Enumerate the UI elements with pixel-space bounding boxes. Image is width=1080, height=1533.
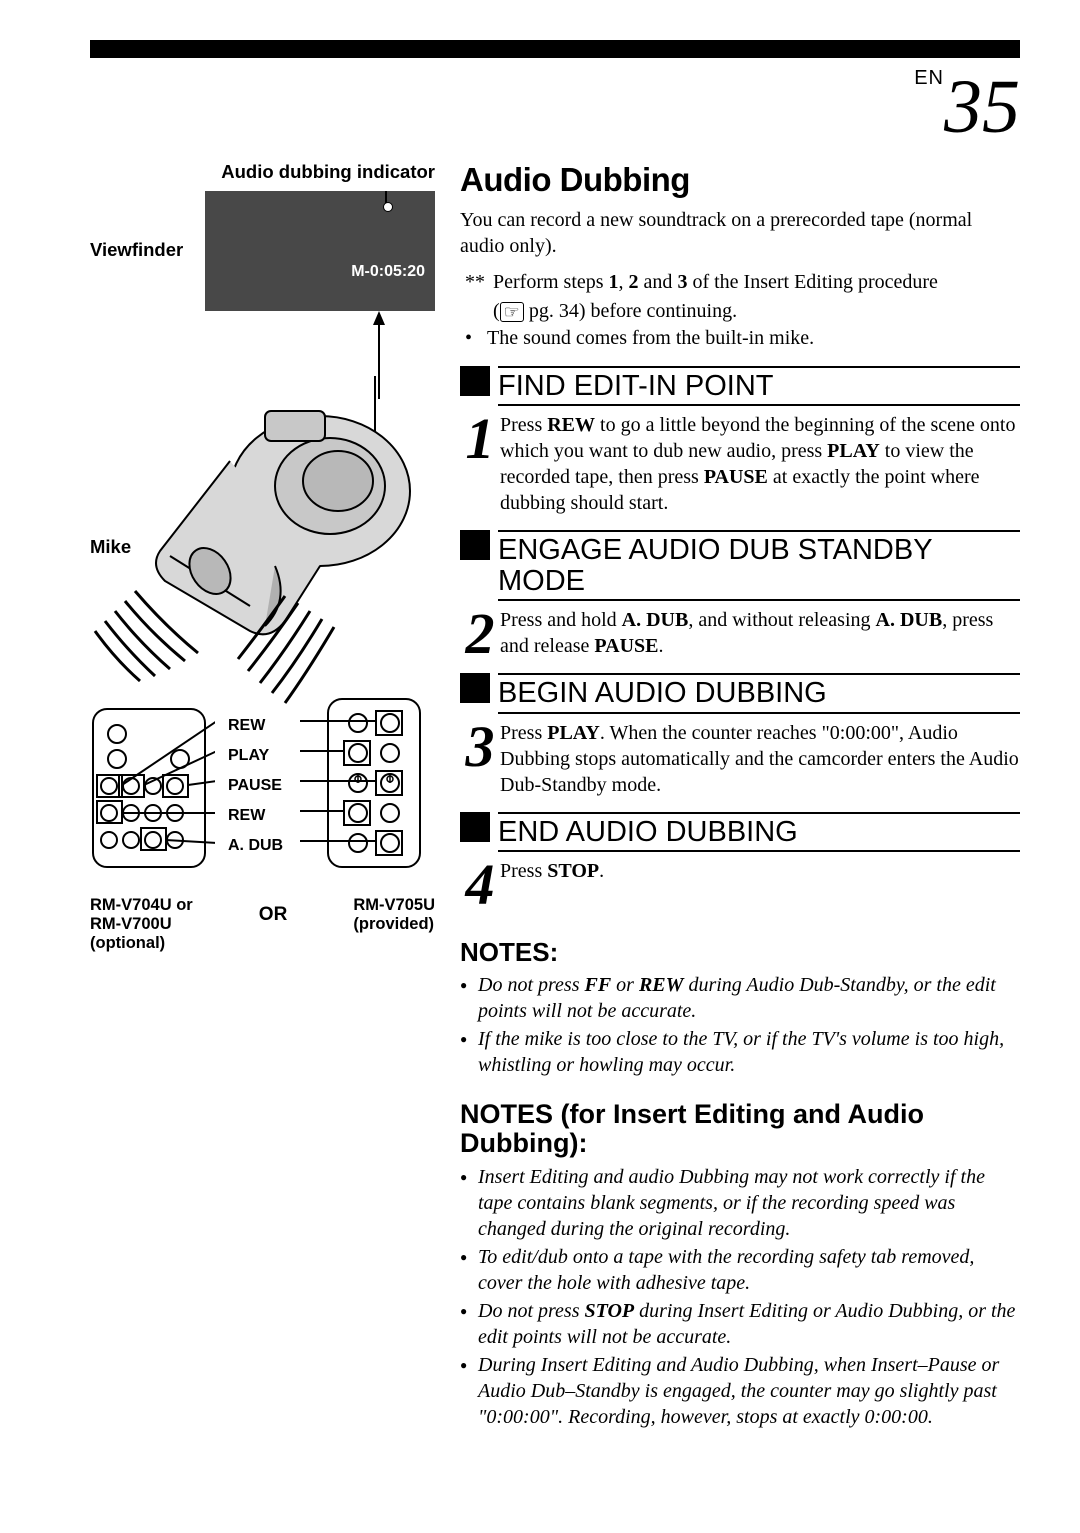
remote-right-model: RM-V705U: [353, 896, 435, 915]
step-text: Press and hold A. DUB, and without relea…: [500, 605, 1020, 659]
note-item: ●Insert Editing and audio Dubbing may no…: [460, 1164, 1020, 1242]
note-item: ●During Insert Editing and Audio Dubbing…: [460, 1352, 1020, 1430]
viewfinder-counter: M-0:05:20: [351, 263, 425, 281]
notes-title: NOTES:: [460, 937, 1020, 968]
remote-left-model1: RM-V704U or: [90, 896, 193, 915]
viewfinder-label: Viewfinder: [90, 239, 183, 261]
step-number: 3: [460, 724, 500, 798]
label-play: PLAY: [228, 741, 283, 771]
remote-left-note: (optional): [90, 934, 193, 953]
pre-steps: **Perform steps 1, 2 and 3 of the Insert…: [460, 269, 1020, 352]
remote-area: REW PLAY PAUSE REW A. DUB: [90, 701, 435, 891]
remote-button-labels: REW PLAY PAUSE REW A. DUB: [228, 711, 283, 861]
step-heading: BEGIN AUDIO DUBBING: [498, 678, 1020, 708]
page-ref-icon: ☞: [500, 302, 524, 322]
notes-list: ●Do not press FF or REW during Audio Dub…: [460, 972, 1020, 1078]
step-text: Press STOP.: [500, 856, 604, 908]
remote-left-model2: RM-V700U: [90, 915, 193, 934]
step-block: ENGAGE AUDIO DUB STANDBY MODE 2Press and …: [460, 530, 1020, 659]
step-number: 1: [460, 416, 500, 516]
page-number: 35: [944, 65, 1020, 149]
step-number: 4: [460, 862, 500, 908]
note-item: ●Do not press STOP during Insert Editing…: [460, 1298, 1020, 1350]
note-item: ●To edit/dub onto a tape with the record…: [460, 1244, 1020, 1296]
step-block: FIND EDIT-IN POINT 1Press REW to go a lit…: [460, 366, 1020, 516]
notes2-list: ●Insert Editing and audio Dubbing may no…: [460, 1164, 1020, 1430]
indicator-label: Audio dubbing indicator: [90, 161, 435, 183]
step-heading: FIND EDIT-IN POINT: [498, 371, 1020, 401]
remote-right-icon: [300, 691, 430, 876]
label-adub: A. DUB: [228, 831, 283, 861]
page-header: EN35: [90, 64, 1020, 151]
diagram-column: Audio dubbing indicator Viewfinder M-0:0…: [90, 161, 435, 1432]
remote-captions: RM-V704U or RM-V700U (optional) OR RM-V7…: [90, 896, 435, 953]
top-bar: [90, 40, 1020, 58]
step-heading: ENGAGE AUDIO DUB STANDBY MODE: [498, 535, 1020, 596]
viewfinder-box: M-0:05:20: [205, 191, 435, 311]
step-block: BEGIN AUDIO DUBBING 3Press PLAY. When the…: [460, 673, 1020, 797]
intro-text: You can record a new soundtrack on a pre…: [460, 207, 1020, 259]
step-number: 2: [460, 611, 500, 659]
step-text: Press REW to go a little beyond the begi…: [500, 410, 1020, 516]
remote-left-icon: [85, 701, 215, 876]
notes2-title: NOTES (for Insert Editing and Audio Dubb…: [460, 1100, 1020, 1158]
note-item: ●If the mike is too close to the TV, or …: [460, 1026, 1020, 1078]
label-pause: PAUSE: [228, 771, 283, 801]
content-column: Audio Dubbing You can record a new sound…: [460, 161, 1020, 1432]
remote-right-note: (provided): [353, 915, 435, 934]
step-block: END AUDIO DUBBING 4Press STOP.: [460, 812, 1020, 909]
lang-label: EN: [914, 67, 944, 89]
main-title: Audio Dubbing: [460, 161, 1020, 199]
or-label: OR: [259, 904, 288, 926]
step-text: Press PLAY. When the counter reaches "0:…: [500, 718, 1020, 798]
label-rew2: REW: [228, 801, 283, 831]
step-heading: END AUDIO DUBBING: [498, 817, 1020, 847]
note-item: ●Do not press FF or REW during Audio Dub…: [460, 972, 1020, 1024]
label-rew: REW: [228, 711, 283, 741]
